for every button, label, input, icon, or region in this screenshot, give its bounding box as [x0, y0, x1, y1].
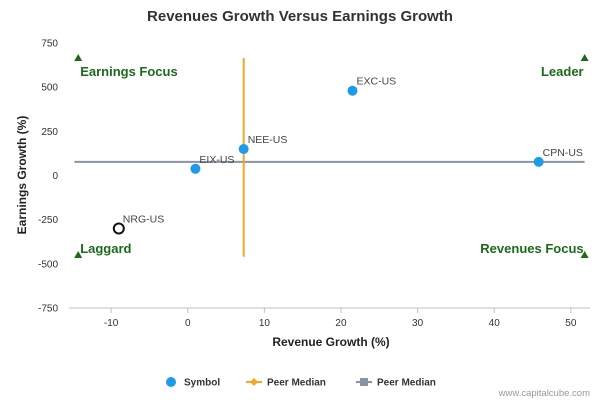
data-label-nrg-us: NRG-US: [123, 214, 164, 226]
legend-diamond-marker: [250, 378, 258, 386]
x-tick-label: 20: [335, 318, 347, 329]
legend-item-peer-median-revenue[interactable]: Peer Median: [246, 378, 326, 389]
data-point-nee-us: [238, 144, 249, 154]
quadrant-triangle-icon: [580, 251, 589, 258]
x-tick-label: 40: [489, 318, 501, 329]
y-tick-label: -250: [38, 215, 58, 226]
y-tick-label: -500: [38, 259, 58, 270]
data-label-cpn-us: CPN-US: [543, 147, 583, 159]
data-point-cpn-us: [533, 156, 544, 167]
y-tick-label: 750: [41, 39, 58, 50]
legend-label-symbol: Symbol: [184, 378, 220, 389]
x-tick-label: 0: [185, 318, 191, 329]
x-tick-label: 10: [259, 318, 271, 329]
y-axis-title: Earnings Growth (%): [15, 116, 29, 235]
data-label-nee-us: NEE-US: [248, 134, 288, 146]
legend-item-symbol[interactable]: Symbol: [166, 377, 220, 389]
legend: Symbol Peer Median Peer Median: [166, 377, 436, 389]
quadrant-label-laggard: Laggard: [80, 241, 131, 256]
data-point-nrg-us: [112, 222, 125, 235]
x-axis-title: Revenue Growth (%): [272, 335, 389, 349]
data-label-eix-us: EIX-US: [199, 154, 234, 166]
legend-dot-marker: [166, 377, 176, 387]
quadrant-label-revenues-focus: Revenues Focus: [480, 241, 583, 256]
quadrant-label-earnings-focus: Earnings Focus: [80, 64, 178, 79]
credit-text[interactable]: www.capitalcube.com: [498, 388, 590, 399]
data-point-exc-us: [347, 85, 358, 96]
quadrant-label-leader: Leader: [541, 64, 584, 79]
legend-square-marker: [360, 378, 368, 386]
y-tick-label: 500: [41, 83, 58, 94]
x-tick-label: 50: [565, 318, 577, 329]
data-label-exc-us: EXC-US: [356, 76, 396, 88]
x-tick-label: -10: [104, 318, 119, 329]
y-tick-label: 250: [41, 127, 58, 138]
legend-item-peer-median-earnings[interactable]: Peer Median: [356, 378, 436, 389]
x-axis-ticks: -10 0 10 20 30 40 50: [104, 308, 577, 329]
y-tick-label: -750: [38, 304, 58, 315]
y-axis-ticks: 750 500 250 0 -250 -500 -750: [38, 39, 58, 315]
y-tick-label: 0: [52, 171, 58, 182]
legend-label-peer-median-earnings: Peer Median: [377, 378, 436, 389]
chart-title: Revenues Growth Versus Earnings Growth: [147, 8, 453, 25]
x-tick-label: 30: [412, 318, 424, 329]
data-point-eix-us: [190, 163, 201, 174]
quadrant-triangle-icon: [74, 54, 83, 62]
quadrant-triangle-icon: [580, 54, 589, 62]
legend-label-peer-median-revenue: Peer Median: [267, 378, 326, 389]
quadrant-triangle-icon: [74, 251, 83, 258]
